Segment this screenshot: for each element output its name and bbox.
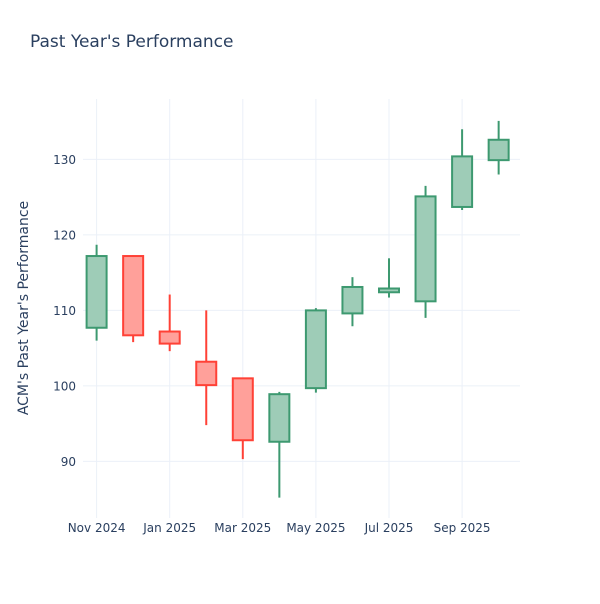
candlestick-body[interactable] — [158, 330, 181, 345]
candlestick-body[interactable] — [231, 377, 254, 442]
candlestick-body[interactable] — [122, 255, 145, 337]
x-tick-label: Mar 2025 — [214, 521, 271, 535]
x-tick-label: Jan 2025 — [142, 521, 196, 535]
candlestick-body[interactable] — [451, 155, 474, 208]
candlestick-body[interactable] — [85, 255, 108, 329]
y-tick-label: 120 — [53, 228, 76, 242]
y-tick-label: 90 — [61, 455, 76, 469]
candlestick-body[interactable] — [341, 285, 364, 315]
y-tick-label: 110 — [53, 304, 76, 318]
y-tick-label: 130 — [53, 153, 76, 167]
y-tick-label: 100 — [53, 379, 76, 393]
x-tick-label: Nov 2024 — [68, 521, 126, 535]
candlestick-body[interactable] — [487, 138, 510, 162]
candlestick-body[interactable] — [268, 393, 291, 443]
x-tick-label: May 2025 — [286, 521, 345, 535]
candlestick-body[interactable] — [304, 309, 327, 390]
candlestick-body[interactable] — [195, 360, 218, 387]
candlestick-body[interactable] — [378, 287, 400, 294]
candlestick-body[interactable] — [414, 195, 437, 303]
x-tick-label: Jul 2025 — [364, 521, 414, 535]
y-axis-title: ACM's Past Year's Performance — [16, 200, 32, 416]
x-tick-label: Sep 2025 — [434, 521, 491, 535]
chart-title: Past Year's Performance — [30, 32, 234, 52]
